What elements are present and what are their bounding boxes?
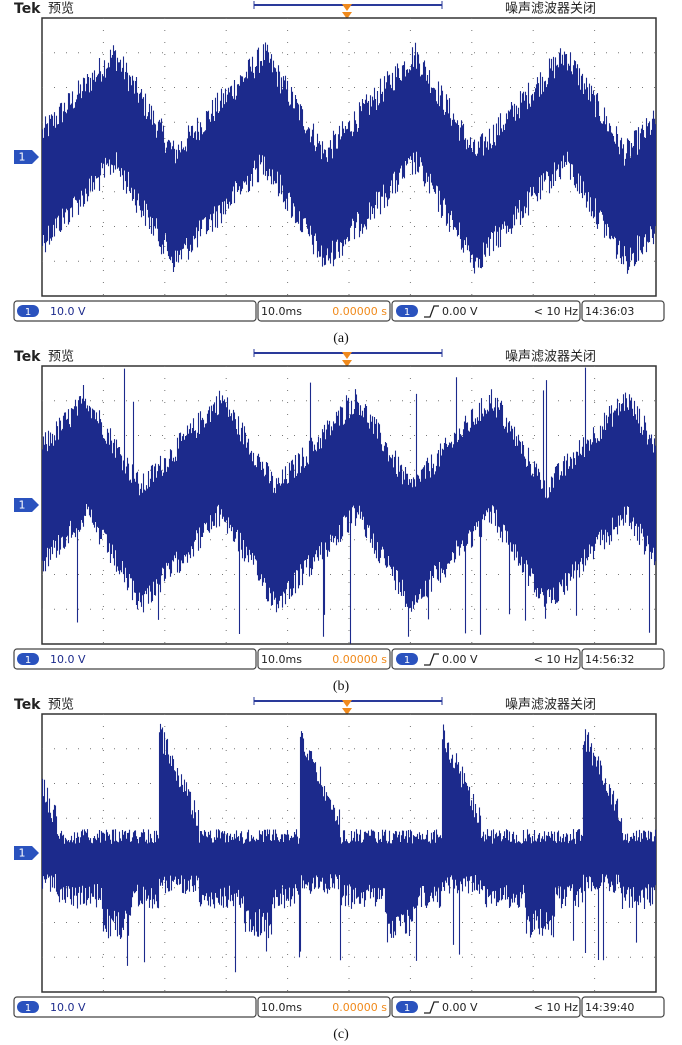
page: Tek预览噪声滤波器关闭1110.0 V10.0ms0.00000 s10.00… bbox=[0, 0, 682, 1045]
trigger-marker bbox=[342, 700, 352, 715]
channel-badge-label: 1 bbox=[404, 1003, 410, 1014]
timebase: 10.0ms bbox=[261, 653, 302, 666]
vertical-scale: 10.0 V bbox=[50, 1001, 86, 1014]
mode: 预览 bbox=[48, 697, 74, 713]
filter-status: 噪声滤波器关闭 bbox=[505, 2, 596, 17]
caption: (a) bbox=[333, 331, 349, 346]
scope-panel: Tek 预览 噪声滤波器关闭 1 1 10.0 V 10.0ms 0.00000 s 1 0.00… bbox=[14, 1, 664, 347]
channel-marker: 1 bbox=[19, 499, 26, 512]
filter-status: 噪声滤波器关闭 bbox=[505, 350, 596, 365]
channel-badge-label: 1 bbox=[404, 307, 410, 318]
caption: (c) bbox=[333, 1027, 349, 1042]
timebase: 10.0ms bbox=[261, 305, 302, 318]
mode: 预览 bbox=[48, 1, 74, 17]
vertical-scale: 10.0 V bbox=[50, 305, 86, 318]
brand: Tek bbox=[14, 349, 41, 365]
timebase: 10.0ms bbox=[261, 1001, 302, 1014]
trigger-level: 0.00 V bbox=[442, 1001, 478, 1014]
horizontal-position: 0.00000 s bbox=[332, 653, 387, 666]
channel-badge-label: 1 bbox=[25, 307, 31, 318]
channel-badge-label: 1 bbox=[25, 1003, 31, 1014]
trigger-level: 0.00 V bbox=[442, 653, 478, 666]
filter-status: 噪声滤波器关闭 bbox=[505, 698, 596, 713]
channel-marker: 1 bbox=[19, 151, 26, 164]
mode: 预览 bbox=[48, 349, 74, 365]
brand: Tek bbox=[14, 1, 41, 17]
horizontal-position: 0.00000 s bbox=[332, 1001, 387, 1014]
channel-badge-label: 1 bbox=[25, 655, 31, 666]
trigger-frequency: < 10 Hz bbox=[534, 1001, 578, 1014]
trigger-marker bbox=[342, 4, 352, 19]
horizontal-position: 0.00000 s bbox=[332, 305, 387, 318]
clock: 14:39:40 bbox=[585, 1001, 634, 1014]
clock: 14:56:32 bbox=[585, 653, 634, 666]
trigger-level: 0.00 V bbox=[442, 305, 478, 318]
trigger-frequency: < 10 Hz bbox=[534, 305, 578, 318]
channel-marker: 1 bbox=[19, 847, 26, 860]
scope-panel: Tek 预览 噪声滤波器关闭 1 1 10.0 V 10.0ms 0.00000 s 1 0.00… bbox=[14, 349, 664, 695]
trigger-frequency: < 10 Hz bbox=[534, 653, 578, 666]
vertical-scale: 10.0 V bbox=[50, 653, 86, 666]
brand: Tek bbox=[14, 697, 41, 713]
trigger-marker bbox=[342, 352, 352, 367]
channel-badge-label: 1 bbox=[404, 655, 410, 666]
figure: Tek预览噪声滤波器关闭1110.0 V10.0ms0.00000 s10.00… bbox=[0, 0, 682, 1045]
clock: 14:36:03 bbox=[585, 305, 634, 318]
caption: (b) bbox=[333, 679, 350, 694]
scope-panel: Tek 预览 噪声滤波器关闭 1 1 10.0 V 10.0ms 0.00000 s 1 0.00… bbox=[14, 697, 664, 1043]
